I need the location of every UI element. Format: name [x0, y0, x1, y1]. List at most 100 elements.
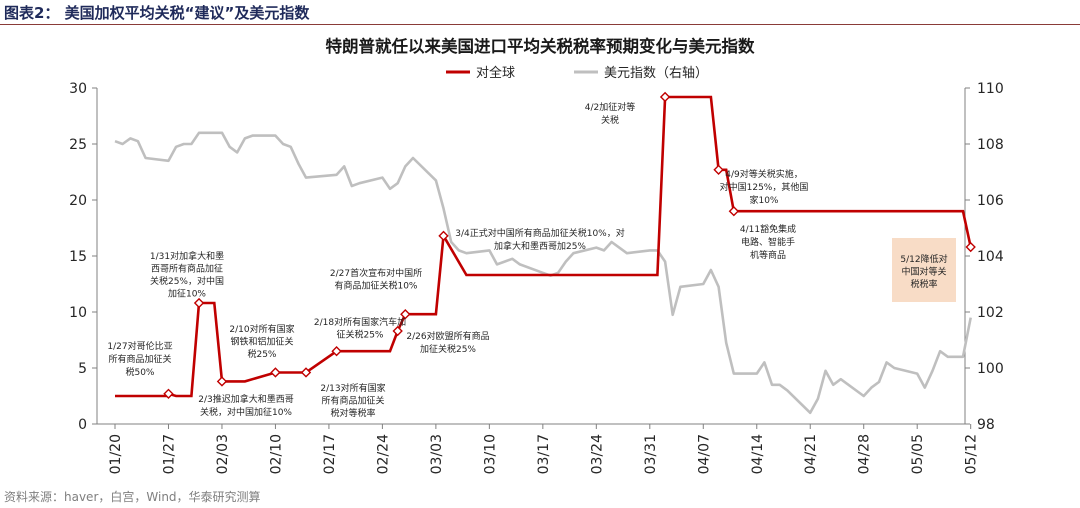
annotation-line: 征关税25%: [336, 329, 383, 341]
annotation-text: 2/27首次宣布对中国所有商品加征关税10%: [330, 267, 422, 292]
tariff-marker: [400, 309, 411, 320]
y-right-tick-label: 102: [977, 305, 1004, 321]
source-note: 资料来源：haver，白宫，Wind，华泰研究测算: [4, 490, 261, 504]
series-markers: [163, 91, 976, 399]
y-left-tick-label: 25: [69, 137, 87, 153]
annotation-line: 有商品加征关税10%: [334, 280, 417, 292]
annotation-line: 税对等税率: [330, 407, 375, 419]
annotation-line: 对中国125%，其他国: [720, 181, 809, 193]
x-tick-label: 05/12: [964, 434, 980, 474]
header-rule: [0, 24, 1080, 25]
y-right-tick-label: 106: [977, 193, 1004, 209]
annotation-line: 2/27首次宣布对中国所: [330, 267, 422, 279]
annotation-line: 2/26对欧盟所有商品: [406, 330, 489, 342]
tariff-marker: [300, 367, 312, 378]
x-tick-label: 04/07: [696, 434, 712, 474]
tariff-marker: [965, 241, 976, 253]
line-tariff: [115, 95, 972, 398]
x-tick-label: 03/31: [643, 434, 659, 474]
y-right-tick-label: 100: [977, 361, 1004, 377]
y-left-tick-label: 15: [69, 249, 87, 265]
annotation-line: 中国对等关: [901, 266, 946, 278]
x-tick-label: 02/10: [268, 434, 284, 474]
series-dxy: [114, 131, 972, 415]
tariff-marker: [193, 297, 205, 309]
annotation-line: 1/27对哥伦比亚: [107, 340, 172, 352]
annotation-line: 机等商品: [750, 249, 786, 261]
annotation-line: 税25%: [247, 348, 276, 360]
x-tick-label: 05/05: [910, 434, 926, 474]
annotation-text: 1/31对加拿大和墨西哥所有商品加征关税25%，对中国加征10%: [150, 250, 224, 300]
y-right-tick-label: 104: [977, 249, 1004, 265]
y-right-tick-label: 108: [977, 137, 1004, 153]
x-tick-label: 02/17: [322, 434, 338, 474]
annotation-text: 2/13对所有国家所有商品加征关税对等税率: [320, 382, 385, 419]
annotation-text: 1/27对哥伦比亚所有商品加征关税50%: [107, 340, 172, 378]
annotation-line: 税50%: [125, 366, 154, 378]
annotation-text: 2/10对所有国家钢铁和铝加征关税25%: [229, 323, 294, 360]
tariff-marker: [659, 91, 671, 103]
x-tick-label: 03/17: [536, 434, 552, 474]
annotation-line: 加征关税25%: [420, 343, 476, 355]
axes: 0 5 10 15 20 25 30 98 100 102 104 106 108 110 01/20 01/…: [69, 81, 1004, 474]
y-left-tick-label: 5: [78, 361, 87, 377]
annotation-text: 3/4正式对中国所有商品加征关税10%，对加拿大和墨西哥加25%: [455, 227, 625, 252]
line-dxy: [114, 131, 972, 415]
annotation-line: 5/12降低对: [900, 253, 947, 265]
annotation-line: 关税，对中国加征10%: [200, 406, 292, 418]
annotation-line: 1/31对加拿大和墨: [150, 250, 224, 262]
annotation-line: 3/4正式对中国所有商品加征关税10%，对: [455, 227, 625, 239]
series-tariff: [115, 95, 972, 398]
annotation-text: 4/2加征对等关税: [585, 101, 636, 126]
annotation-line: 2/18对所有国家汽车加: [314, 316, 406, 328]
y-left-tick-label: 0: [78, 417, 87, 433]
annotation-line: 4/11豁免集成: [740, 223, 796, 235]
annotation-line: 西哥所有商品加征: [151, 263, 223, 275]
annotation-text: 4/9对等关税实施，对中国125%，其他国家10%: [720, 168, 809, 206]
annotation-line: 关税: [601, 114, 619, 126]
annotation-line: 所有商品加征关: [321, 395, 384, 407]
x-tick-label: 04/14: [750, 434, 766, 474]
tariff-marker: [331, 346, 342, 357]
annotation-text: 4/11豁免集成电路、智能手机等商品: [740, 223, 796, 261]
annotations: 1/27对哥伦比亚所有商品加征关税50%1/31对加拿大和墨西哥所有商品加征关税…: [107, 101, 947, 419]
chart-title: 特朗普就任以来美国进口平均关税税率预期变化与美元指数: [326, 36, 756, 56]
annotation-line: 加征10%: [168, 289, 206, 300]
y-right-tick-label: 110: [977, 81, 1004, 97]
x-tick-label: 02/24: [375, 434, 391, 474]
annotation-highlight-box: [892, 238, 956, 302]
x-tick-label: 03/10: [482, 434, 498, 474]
y-right-tick-label: 98: [977, 417, 995, 433]
tariff-marker: [728, 206, 740, 217]
annotation-text: 5/12降低对中国对等关税税率: [900, 253, 947, 290]
y-left-tick-label: 10: [69, 305, 87, 321]
annotation-line: 税税率: [910, 278, 937, 290]
annotation-text: 2/18对所有国家汽车加征关税25%: [314, 316, 406, 341]
legend: 对全球 美元指数（右轴）: [446, 65, 708, 81]
legend-label-dxy: 美元指数（右轴）: [604, 66, 708, 81]
annotation-line: 关税25%，对中国: [150, 275, 224, 287]
tariff-marker: [713, 164, 724, 175]
x-tick-label: 01/27: [161, 434, 177, 474]
annotation-line: 家10%: [749, 194, 778, 206]
annotation-line: 电路、智能手: [741, 236, 795, 248]
annotation-line: 4/2加征对等: [585, 101, 636, 113]
tariff-marker: [392, 325, 403, 337]
x-tick-label: 04/28: [857, 434, 873, 474]
x-tick-label: 02/03: [215, 434, 231, 474]
x-tick-label: 01/20: [108, 434, 124, 474]
annotation-line: 所有商品加征关: [108, 353, 171, 365]
annotation-line: 2/10对所有国家: [229, 323, 294, 335]
annotation-line: 加拿大和墨西哥加25%: [494, 240, 586, 252]
annotation-text: 2/26对欧盟所有商品加征关税25%: [406, 330, 489, 355]
annotation-line: 2/13对所有国家: [320, 382, 385, 394]
x-tick-label: 04/21: [803, 434, 819, 474]
x-tick-label: 03/03: [429, 434, 445, 474]
tariff-marker: [438, 230, 449, 242]
annotation-text: 2/3推迟加拿大和墨西哥关税，对中国加征10%: [198, 393, 294, 418]
annotation-line: 4/9对等关税实施，: [725, 168, 803, 180]
tariff-marker: [163, 388, 174, 399]
tariff-marker: [270, 367, 281, 378]
legend-label-tariff: 对全球: [476, 65, 515, 81]
